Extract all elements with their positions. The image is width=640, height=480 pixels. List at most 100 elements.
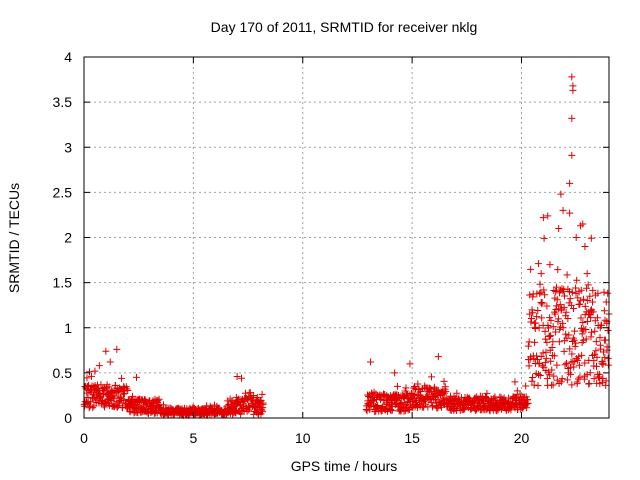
x-axis-label: GPS time / hours xyxy=(291,458,398,474)
data-point xyxy=(593,362,601,370)
data-point xyxy=(563,271,571,279)
data-point xyxy=(604,354,612,362)
data-point xyxy=(369,397,377,405)
data-point xyxy=(587,234,595,242)
data-point xyxy=(587,333,595,341)
data-point xyxy=(536,372,544,380)
data-point xyxy=(566,345,574,353)
data-point xyxy=(571,342,579,350)
data-point xyxy=(536,289,544,297)
data-point xyxy=(535,324,543,332)
data-point xyxy=(583,371,591,379)
data-point xyxy=(586,369,594,377)
axes xyxy=(83,56,610,419)
data-point xyxy=(594,289,602,297)
data-point xyxy=(546,261,554,269)
data-point xyxy=(102,347,110,355)
data-point xyxy=(541,291,549,299)
data-point xyxy=(530,381,538,389)
data-point xyxy=(599,348,607,356)
y-tick-label: 1.5 xyxy=(53,275,73,291)
data-point xyxy=(572,289,580,297)
data-point xyxy=(601,353,609,361)
data-point xyxy=(574,375,582,383)
data-point xyxy=(540,286,548,294)
data-point xyxy=(391,369,399,377)
data-point xyxy=(89,404,97,412)
data-point xyxy=(98,397,106,405)
data-point xyxy=(91,367,99,375)
data-point xyxy=(566,295,574,303)
data-point xyxy=(111,392,119,400)
data-point xyxy=(534,307,542,315)
data-point xyxy=(258,390,266,398)
data-point xyxy=(539,349,547,357)
data-point xyxy=(567,370,575,378)
data-point xyxy=(541,335,549,343)
data-point xyxy=(564,314,572,322)
data-point xyxy=(590,357,598,365)
data-point xyxy=(579,295,587,303)
data-point xyxy=(87,372,95,380)
data-point xyxy=(529,374,537,382)
data-point xyxy=(406,360,414,368)
data-point xyxy=(579,327,587,335)
data-point xyxy=(523,404,531,412)
data-point xyxy=(544,212,552,220)
data-point xyxy=(547,357,555,365)
y-tick-label: 4 xyxy=(64,49,72,65)
data-point xyxy=(600,288,608,296)
data-point xyxy=(549,338,557,346)
data-point xyxy=(233,372,241,380)
data-point xyxy=(106,358,114,366)
data-point xyxy=(561,361,569,369)
data-point xyxy=(105,383,113,391)
x-tick-label: 15 xyxy=(404,430,420,446)
data-point xyxy=(541,327,549,335)
data-point xyxy=(410,384,418,392)
data-point xyxy=(593,353,601,361)
data-point xyxy=(577,314,585,322)
grid-lines xyxy=(84,57,609,418)
y-axis-label: SRMTID / TECUs xyxy=(6,183,22,293)
data-point xyxy=(558,375,566,383)
data-point xyxy=(440,377,448,385)
data-point xyxy=(572,339,580,347)
data-point xyxy=(568,381,576,389)
data-point xyxy=(592,347,600,355)
data-point xyxy=(526,310,534,318)
y-tick-label: 0.5 xyxy=(53,365,73,381)
data-point xyxy=(531,319,539,327)
data-point xyxy=(527,318,535,326)
data-point xyxy=(568,73,576,81)
data-point xyxy=(568,288,576,296)
y-tick-label: 0 xyxy=(64,410,72,426)
data-point xyxy=(402,384,410,392)
data-point xyxy=(524,342,532,350)
data-point xyxy=(573,276,581,284)
data-point xyxy=(555,338,563,346)
data-point xyxy=(589,286,597,294)
data-point xyxy=(583,270,591,278)
data-point xyxy=(601,336,609,344)
data-point xyxy=(482,393,490,401)
y-tick-labels: 0 0.5 1 1.5 2 2.5 3 3.5 4 xyxy=(53,49,73,426)
data-point xyxy=(566,179,574,187)
data-point xyxy=(243,407,251,415)
data-point xyxy=(576,297,584,305)
data-point xyxy=(511,378,519,386)
data-point xyxy=(534,260,542,268)
data-point xyxy=(401,387,409,395)
data-point xyxy=(593,314,601,322)
data-point xyxy=(534,371,542,379)
data-point xyxy=(560,347,568,355)
data-point xyxy=(592,338,600,346)
data-point xyxy=(554,315,562,323)
data-point xyxy=(581,302,589,310)
data-point xyxy=(542,348,550,356)
y-tick-label: 2 xyxy=(64,230,72,246)
data-point xyxy=(537,270,545,278)
data-point xyxy=(586,292,594,300)
data-point xyxy=(95,362,103,370)
data-point xyxy=(525,362,533,370)
